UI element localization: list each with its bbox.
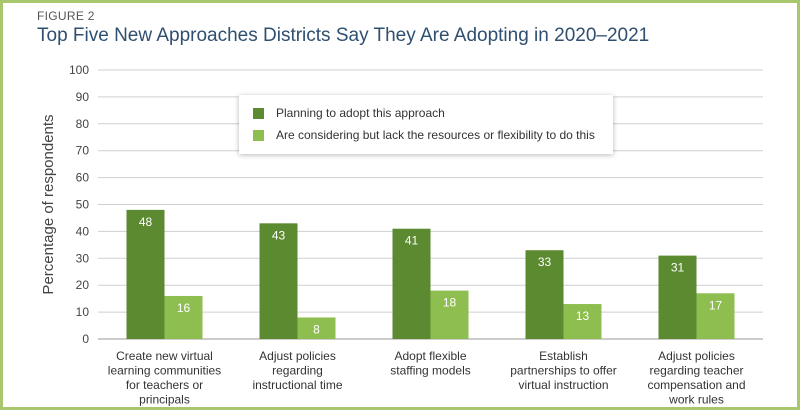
data-label-series1-cat1: 48 bbox=[139, 215, 153, 229]
data-label-series1-cat2: 43 bbox=[272, 228, 286, 242]
data-label-series2-cat5: 17 bbox=[709, 298, 723, 312]
legend-item-planning: Planning to adopt this approach bbox=[253, 106, 445, 120]
x-category-label-5-line-4: work rules bbox=[668, 393, 724, 407]
legend-swatch-considering bbox=[253, 129, 264, 141]
x-category-label-2: Adjust policies regarding instructional ti… bbox=[252, 349, 342, 392]
bar-series1-cat5 bbox=[658, 255, 697, 339]
y-tick-label-70: 70 bbox=[76, 144, 90, 158]
bar-series2-cat5 bbox=[696, 293, 735, 339]
legend-item-considering: Are considering but lack the resources o… bbox=[253, 128, 595, 142]
x-category-label-5: Adjust policies regarding teacher compensa… bbox=[647, 349, 745, 407]
bar-series1-cat1 bbox=[126, 209, 165, 339]
x-category-label-3: Adopt flexible staffing models bbox=[390, 349, 471, 378]
figure-label: FIGURE 2 bbox=[37, 9, 95, 23]
data-label-series2-cat4: 13 bbox=[576, 309, 590, 323]
bar-series2-cat1 bbox=[164, 295, 203, 339]
x-category-label-2-line-1: Adjust policies bbox=[259, 349, 336, 363]
x-category-label-1-line-2: learning communities bbox=[108, 364, 221, 378]
x-category-label-5-line-1: Adjust policies bbox=[658, 349, 735, 363]
legend-label-planning: Planning to adopt this approach bbox=[276, 106, 445, 120]
legend-swatch-planning bbox=[253, 107, 264, 119]
x-category-label-2-line-3: instructional time bbox=[252, 378, 342, 392]
y-tick-label-30: 30 bbox=[76, 251, 90, 265]
data-label-series1-cat4: 33 bbox=[538, 255, 552, 269]
x-category-label-1-line-3: for teachers or bbox=[126, 378, 203, 392]
x-category-label-4: Establish partnerships to offer virtual in… bbox=[510, 349, 617, 392]
bar-series1-cat2 bbox=[259, 223, 298, 339]
x-category-label-5-line-3: compensation and bbox=[647, 378, 745, 392]
x-category-label-3-line-1: Adopt flexible bbox=[394, 349, 466, 363]
bar-chart: 0 10 20 30 40 50 60 70 80 90 100 Percentage of resp… bbox=[40, 63, 763, 407]
y-tick-label-60: 60 bbox=[76, 171, 90, 185]
x-category-label-4-line-1: Establish bbox=[539, 349, 588, 363]
y-tick-label-50: 50 bbox=[76, 198, 90, 212]
data-label-series1-cat5: 31 bbox=[671, 261, 685, 275]
y-axis-label: Percentage of respondents bbox=[40, 114, 57, 294]
y-tick-label-90: 90 bbox=[76, 90, 90, 104]
y-tick-label-100: 100 bbox=[69, 63, 89, 77]
bar-series2-cat2 bbox=[297, 317, 336, 339]
data-label-series2-cat1: 16 bbox=[177, 301, 191, 315]
legend-label-considering: Are considering but lack the resources o… bbox=[276, 128, 595, 142]
bar-series2-cat4 bbox=[563, 304, 602, 339]
x-category-label-1-line-1: Create new virtual bbox=[116, 349, 213, 363]
bar-series1-cat4 bbox=[525, 250, 564, 339]
x-category-label-1: Create new virtual learning communities fo… bbox=[108, 349, 221, 407]
y-tick-label-10: 10 bbox=[76, 305, 90, 319]
x-category-label-3-line-2: staffing models bbox=[390, 364, 471, 378]
chart-title: Top Five New Approaches Districts Say Th… bbox=[37, 25, 650, 46]
data-label-series2-cat3: 18 bbox=[443, 296, 457, 310]
y-tick-label-80: 80 bbox=[76, 117, 90, 131]
x-category-label-1-line-4: principals bbox=[139, 393, 190, 407]
bar-series1-cat3 bbox=[392, 228, 431, 339]
y-tick-label-0: 0 bbox=[82, 332, 89, 346]
x-category-label-4-line-3: virtual instruction bbox=[518, 378, 608, 392]
x-category-label-4-line-2: partnerships to offer bbox=[510, 364, 617, 378]
y-tick-label-40: 40 bbox=[76, 224, 90, 238]
x-category-label-2-line-2: regarding bbox=[272, 364, 323, 378]
data-label-series1-cat3: 41 bbox=[405, 234, 419, 248]
bar-series2-cat3 bbox=[430, 290, 469, 339]
y-tick-label-20: 20 bbox=[76, 278, 90, 292]
x-category-label-5-line-2: regarding teacher bbox=[649, 364, 743, 378]
chart-legend: Planning to adopt this approach Are cons… bbox=[239, 95, 613, 154]
data-label-series2-cat2: 8 bbox=[313, 322, 320, 336]
